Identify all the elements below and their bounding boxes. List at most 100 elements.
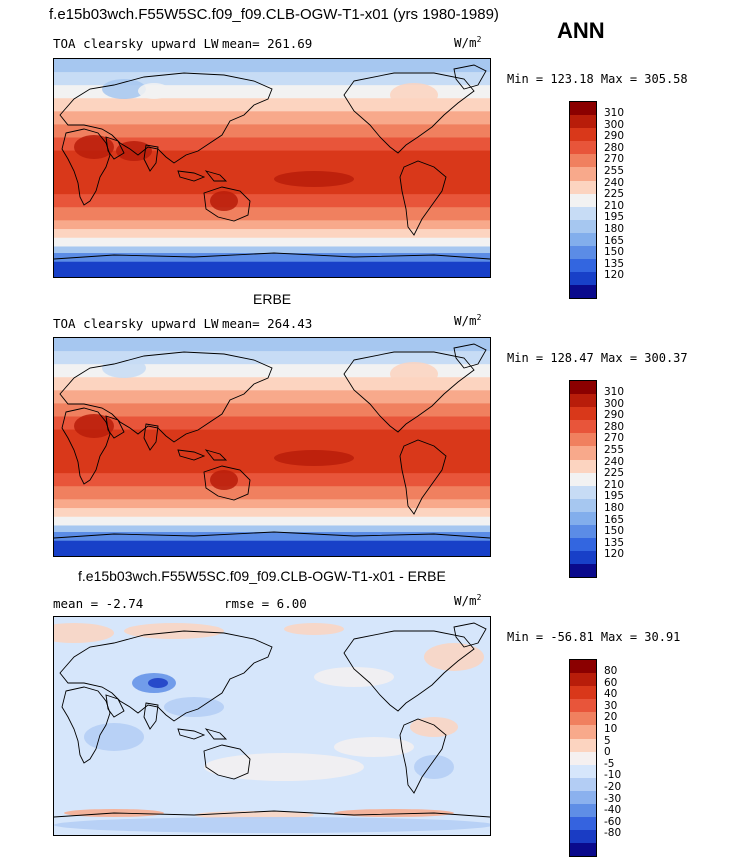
latitude-band [54,59,490,73]
colorbar-swatch [570,115,596,129]
coastline [177,728,228,740]
panel1-variable: TOA clearsky upward LW [53,36,219,51]
coastline [61,686,111,764]
colorbar-tick-label: 300 [604,397,625,410]
colorbar-tick-label: 290 [604,130,625,143]
colorbar-swatch [570,485,596,499]
colorbar-tick-label: -20 [604,781,622,793]
colorbar-tick-label: 165 [604,513,625,526]
panel2-colorbar [569,380,597,579]
panel2-units: W/m2 [454,313,482,329]
panel1-colorbar [569,101,597,300]
field-feature [74,414,114,438]
colorbar-tick-label: 40 [604,688,618,701]
colorbar-swatch [570,128,596,142]
colorbar-tick-label: 225 [604,188,625,201]
field-feature [84,723,144,751]
colorbar-swatch [570,725,596,739]
colorbar-swatch [570,407,596,421]
panel2-variable: TOA clearsky upward LW [53,316,219,331]
panel3-units: W/m2 [454,593,482,609]
latitude-band [54,229,490,239]
field-feature [410,717,458,737]
colorbar-tick-label: 240 [604,455,625,468]
panel1-map [53,58,491,278]
colorbar-swatch [570,511,596,526]
colorbar-swatch [570,446,596,460]
coastline [54,531,490,539]
field-feature [210,470,238,490]
latitude-band [54,508,490,518]
field-feature [102,79,146,99]
latitude-band [54,540,490,556]
latitude-band [54,246,490,254]
latitude-band [54,163,490,195]
colorbar-tick-label: 80 [604,665,618,677]
latitude-band [54,98,490,112]
colorbar-swatch [570,259,596,273]
latitude-band [54,499,490,509]
coastline [143,423,159,451]
latitude-band [54,429,490,444]
colorbar-tick-label: 30 [604,699,618,712]
panel2-minmax: Min = 128.47 Max = 300.37 [507,351,688,365]
colorbar-tick-label: 150 [604,246,625,259]
coastline [203,744,251,780]
colorbar-tick-label: 20 [604,711,618,724]
colorbar-swatch [570,206,596,220]
latitude-band [54,137,490,152]
colorbar-tick-label: 120 [604,548,625,561]
colorbar-tick-label: 210 [604,199,625,212]
coastline [399,160,447,236]
latitude-band [54,111,490,125]
colorbar-swatch [570,433,596,447]
colorbar-swatch [570,394,596,408]
panel1-field [54,59,490,277]
colorbar-tick-label: 255 [604,444,625,456]
colorbar-swatch [570,246,596,260]
latitude-band [54,525,490,533]
colorbar-swatch [570,232,596,247]
coastline [453,64,487,90]
coastline [177,170,228,182]
colorbar-tick-label: 300 [604,118,625,131]
colorbar-tick-label: 255 [604,165,625,177]
coastline [399,439,447,515]
latitude-band [54,473,490,487]
colorbar-swatch [570,538,596,552]
panel3-mean: mean = -2.74 [53,596,144,611]
latitude-band [54,364,490,378]
field-feature [274,450,354,466]
coastline [61,128,111,206]
colorbar-tick-label: 270 [604,432,625,445]
coastline [143,144,159,172]
colorbar-swatch [570,564,596,578]
colorbar-swatch [570,751,596,765]
colorbar-swatch [570,459,596,473]
colorbar-swatch [570,712,596,726]
coastline [203,186,251,222]
colorbar-swatch [570,790,596,805]
field-feature [414,755,454,779]
colorbar-tick-label: 180 [604,502,625,514]
coastline [177,449,228,461]
field-feature [148,678,168,688]
panel1-units: W/m2 [454,35,482,51]
coastline [399,718,447,794]
latitude-band [54,124,490,138]
field-feature [334,737,414,757]
field-feature [204,753,364,781]
colorbar-tick-label: 240 [604,176,625,189]
colorbar-tick-label: -40 [604,804,622,817]
panel2-field [54,338,490,556]
latitude-band [54,403,490,417]
panel2-map [53,337,491,557]
colorbar-swatch [570,193,596,207]
colorbar-tick-label: -5 [604,757,615,770]
season-label: ANN [557,18,605,43]
field-feature [102,358,146,378]
latitude-band [54,390,490,404]
coastline [343,351,475,433]
latitude-band [54,261,490,277]
colorbar-swatch [570,472,596,486]
